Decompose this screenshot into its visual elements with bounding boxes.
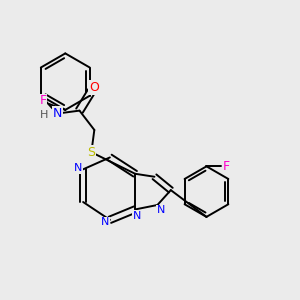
- Text: O: O: [89, 81, 99, 94]
- Text: S: S: [87, 146, 95, 159]
- Text: N: N: [132, 211, 141, 221]
- Text: N: N: [157, 205, 165, 215]
- Text: N: N: [74, 163, 82, 173]
- Text: F: F: [223, 160, 230, 173]
- Text: F: F: [39, 94, 46, 107]
- Text: N: N: [52, 107, 62, 120]
- Text: H: H: [40, 110, 48, 120]
- Text: N: N: [101, 217, 110, 227]
